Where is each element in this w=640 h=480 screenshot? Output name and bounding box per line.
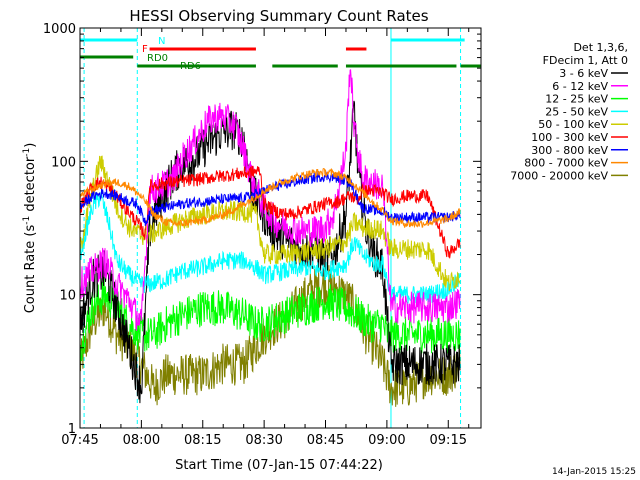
x-tick-label: 09:15 [430,433,467,448]
legend-header-line-1: Det 1,3,6, [573,41,628,54]
y-tick-label: 100 [51,155,76,170]
legend-label-7: 800 - 7000 keV [524,157,608,170]
y-tick-label: 1 [68,422,76,437]
y-tick-label: 10 [59,289,76,304]
chart-title: HESSI Observing Summary Count Rates [129,7,428,25]
flag-label-f: F [142,44,148,55]
legend-label-1: 6 - 12 keV [552,80,608,93]
x-tick-label: 08:15 [184,433,221,448]
legend-label-3: 25 - 50 keV [545,105,608,118]
x-tick-label: 08:30 [245,433,282,448]
flag-label-rd6: RD6 [180,61,201,72]
legend-label-2: 12 - 25 keV [545,93,608,106]
x-tick-label: 08:00 [123,433,160,448]
flag-label-n: N [158,36,165,47]
x-tick-label: 09:00 [368,433,405,448]
legend-label-4: 50 - 100 keV [538,118,608,131]
flag-label-rd0: RD0 [147,53,168,64]
y-axis-label: Count Rate (s-1 detector-1) [22,143,38,314]
footer-timestamp: 14-Jan-2015 15:25 [552,467,636,477]
axes: 1 10 100 1000 07:45 08:00 08:15 08:30 08:45 09:00… [43,22,482,448]
series-line-800-7000-kev [80,167,461,229]
legend-header-line-2: FDecim 1, Att 0 [543,54,628,67]
legend-label-0: 3 - 6 keV [559,67,608,80]
plot-frame [79,27,482,429]
legend-label-5: 100 - 300 keV [531,131,608,144]
series-line-100-300-kev [80,165,461,259]
legend-label-8: 7000 - 20000 keV [510,169,608,182]
x-tick-label: 08:45 [307,433,344,448]
x-axis-label: Start Time (07-Jan-15 07:44:22) [175,458,383,473]
series-line-6-12-kev [80,69,461,331]
x-tick-label: 07:45 [61,433,98,448]
legend-label-6: 300 - 800 keV [531,144,608,157]
y-tick-label: 1000 [43,22,76,37]
